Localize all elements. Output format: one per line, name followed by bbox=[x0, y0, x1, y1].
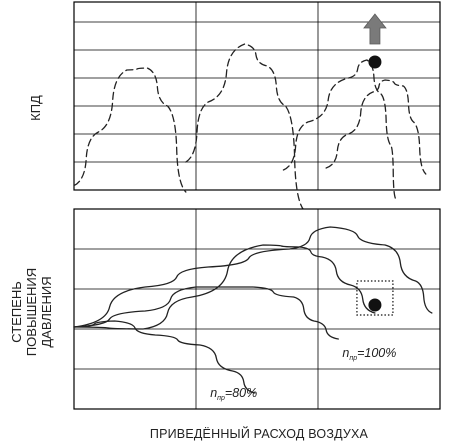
y-label-line-1: СТЕПЕНЬ bbox=[9, 281, 24, 343]
operating-point-dot bbox=[368, 55, 382, 69]
speed-subscript: пр bbox=[349, 355, 357, 362]
efficiency-curve-1 bbox=[73, 67, 187, 193]
y-label-line-2: ПОВЫШЕНИЯ bbox=[24, 268, 39, 356]
efficiency-y-axis-label: КПД bbox=[28, 95, 43, 121]
pressure-ratio-markers bbox=[356, 280, 394, 316]
speed-label-1: nпр=100% bbox=[342, 346, 396, 362]
y-label-line-3: ДАВЛЕНИЯ bbox=[39, 276, 54, 347]
efficiency-markers bbox=[363, 13, 387, 69]
speed-symbol: n bbox=[342, 346, 349, 360]
pressure-ratio-series bbox=[73, 226, 433, 394]
speed-label-2: nпр=80% bbox=[210, 386, 257, 402]
pressure-curve-4 bbox=[73, 320, 256, 394]
efficiency-curve-2 bbox=[185, 43, 305, 211]
pressure-ratio-y-axis-label: СТЕПЕНЬ ПОВЫШЕНИЯ ДАВЛЕНИЯ bbox=[9, 268, 54, 356]
pressure-curve-2 bbox=[73, 244, 376, 330]
pressure-ratio-plot-frame bbox=[73, 208, 441, 410]
efficiency-curve-4 bbox=[325, 79, 427, 175]
pressure-ratio-panel: nпр=100%nпр=80% СТЕПЕНЬ ПОВЫШЕНИЯ ДАВЛЕН… bbox=[9, 208, 441, 441]
speed-subscript: пр bbox=[217, 395, 225, 402]
operating-region-box bbox=[356, 280, 394, 316]
efficiency-panel: КПД bbox=[28, 1, 441, 211]
arrow-up-icon bbox=[363, 13, 387, 45]
pressure-ratio-annotations: nпр=100%nпр=80% bbox=[210, 346, 396, 402]
operating-point-dot bbox=[368, 298, 382, 312]
x-axis-label: ПРИВЕДЁННЫЙ РАСХОД ВОЗДУХА bbox=[150, 426, 369, 441]
speed-value: =100% bbox=[357, 346, 396, 360]
pressure-curve-3 bbox=[73, 286, 339, 340]
efficiency-curve-3 bbox=[282, 59, 396, 199]
efficiency-series bbox=[73, 43, 427, 211]
efficiency-grid bbox=[74, 2, 440, 190]
pressure-curve-1 bbox=[73, 226, 433, 328]
speed-value: =80% bbox=[225, 386, 257, 400]
speed-symbol: n bbox=[210, 386, 217, 400]
